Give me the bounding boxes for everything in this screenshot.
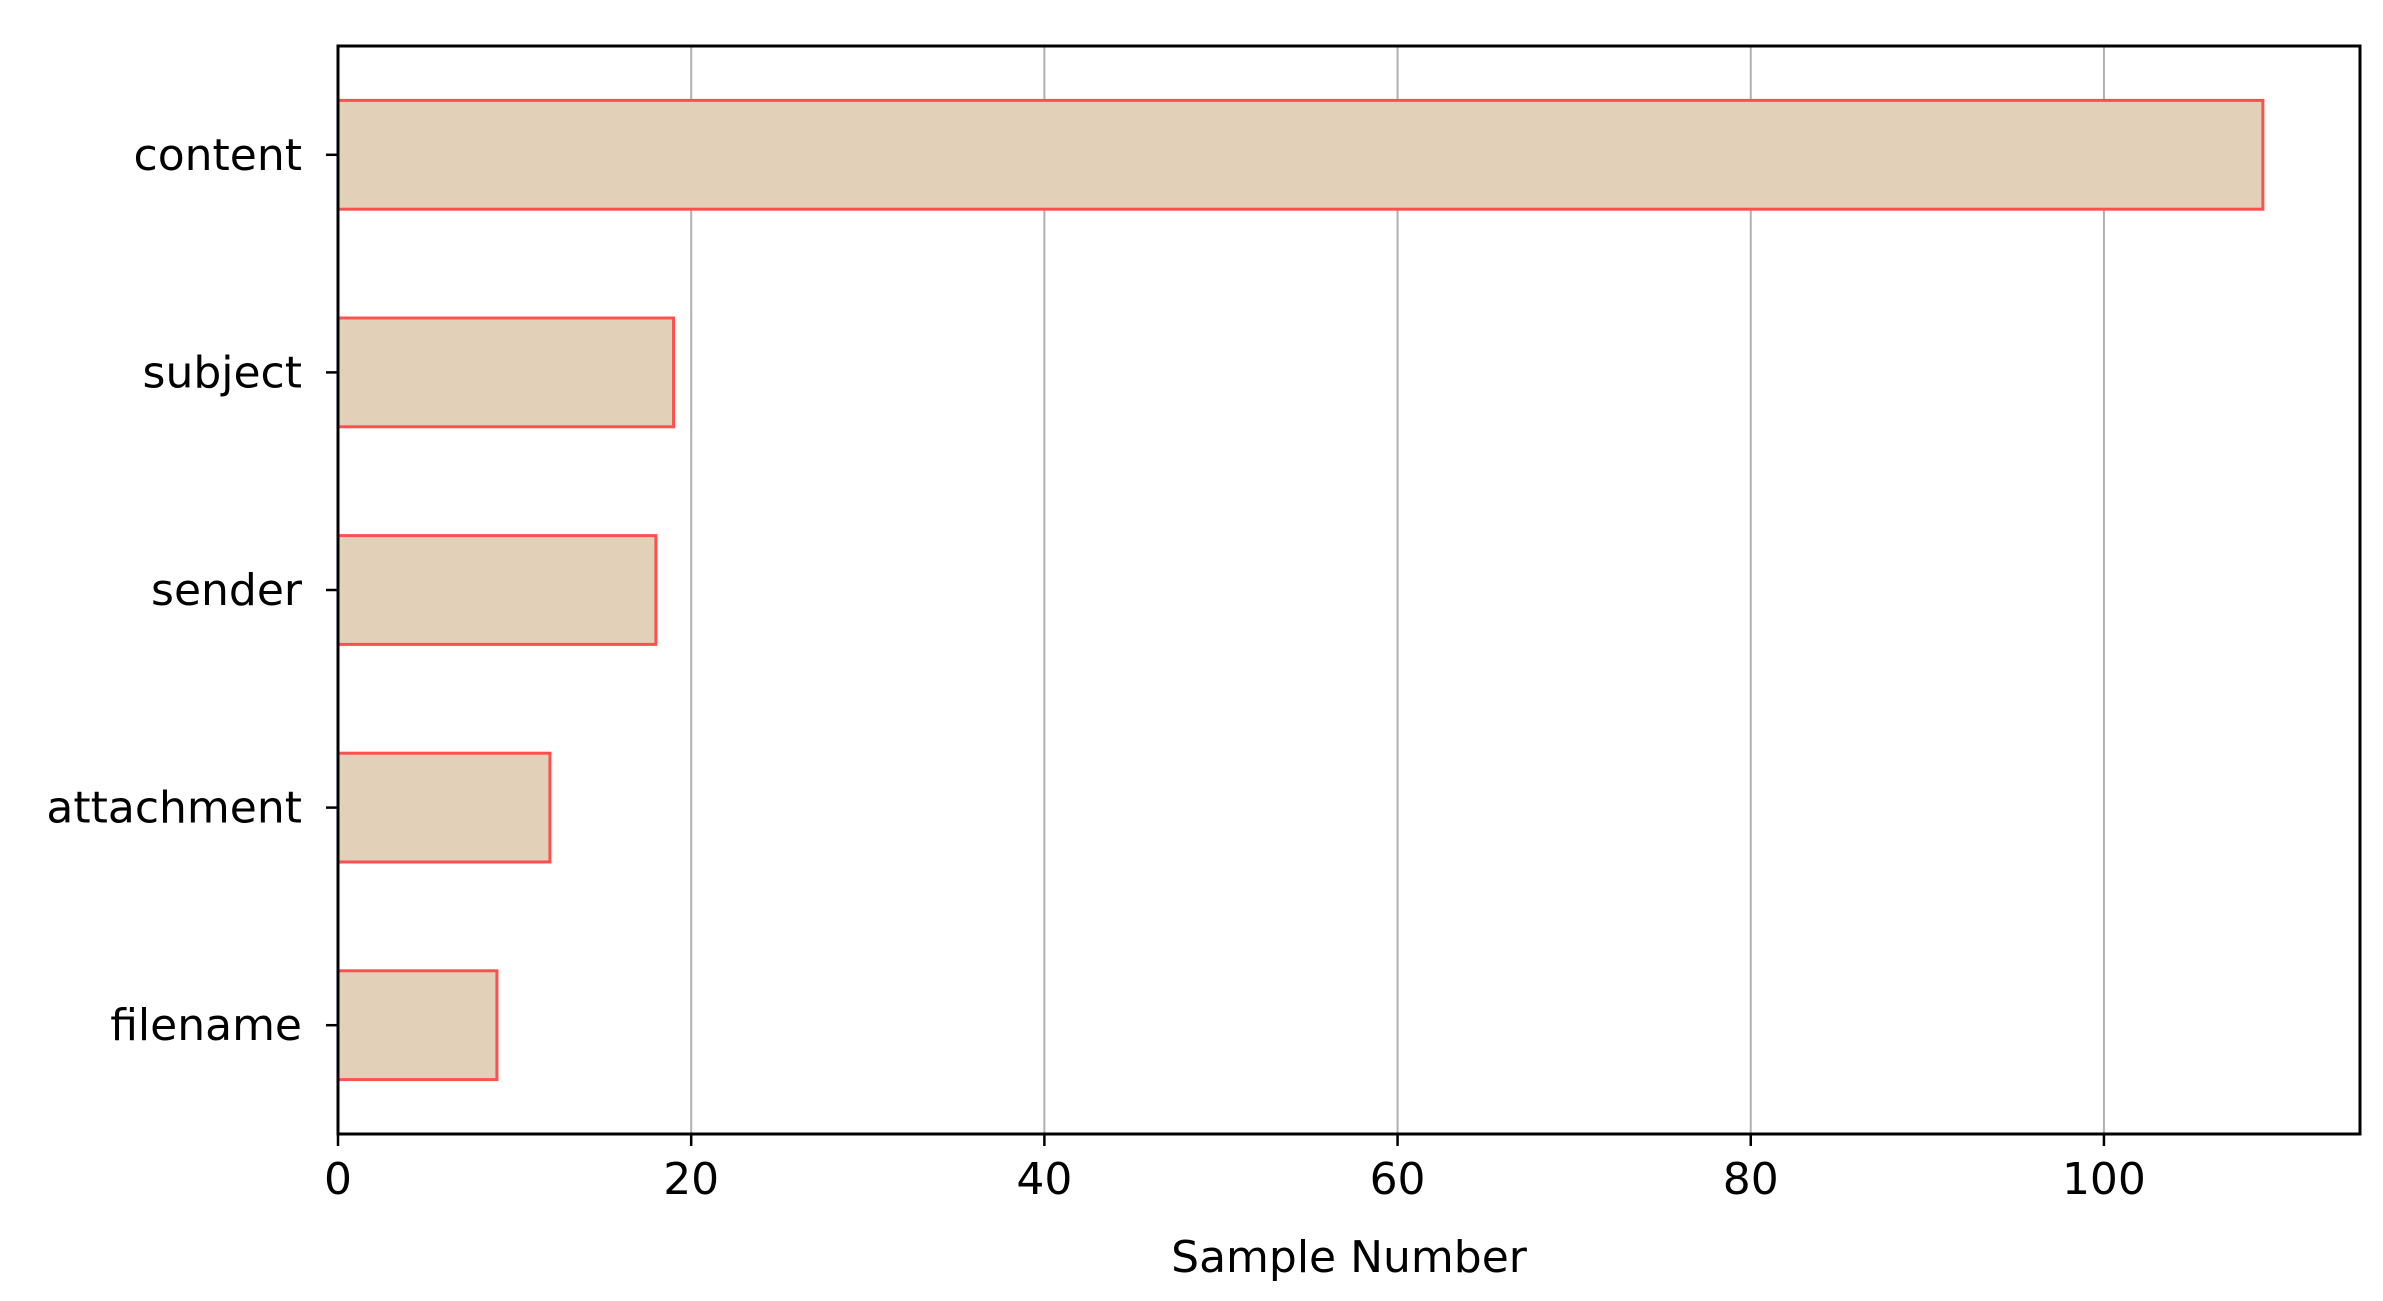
y-tick-label: filename xyxy=(110,1000,302,1051)
bar-attachment xyxy=(336,751,552,864)
y-axis-ticks: filename attachment sender subject content xyxy=(46,130,338,1051)
x-tick-label: 0 xyxy=(324,1154,352,1205)
x-tick-label: 100 xyxy=(2062,1154,2146,1205)
x-tick-label: 80 xyxy=(1723,1154,1779,1205)
x-axis-label: Sample Number xyxy=(1171,1232,1528,1283)
y-tick-label: attachment xyxy=(46,783,302,834)
y-tick-label: subject xyxy=(143,347,302,398)
y-tick-label: content xyxy=(134,130,302,181)
x-axis-ticks: 0 20 40 60 80 100 xyxy=(324,1134,2146,1205)
bar-filename xyxy=(336,969,499,1082)
x-tick-label: 20 xyxy=(663,1154,719,1205)
x-tick-label: 60 xyxy=(1370,1154,1426,1205)
x-tick-label: 40 xyxy=(1016,1154,1072,1205)
y-tick-label: sender xyxy=(151,565,303,616)
bar-content xyxy=(336,98,2265,211)
bar-subject xyxy=(336,316,676,429)
grid-lines xyxy=(690,46,2105,1134)
bars xyxy=(336,98,2265,1082)
bar-sender xyxy=(336,534,658,646)
